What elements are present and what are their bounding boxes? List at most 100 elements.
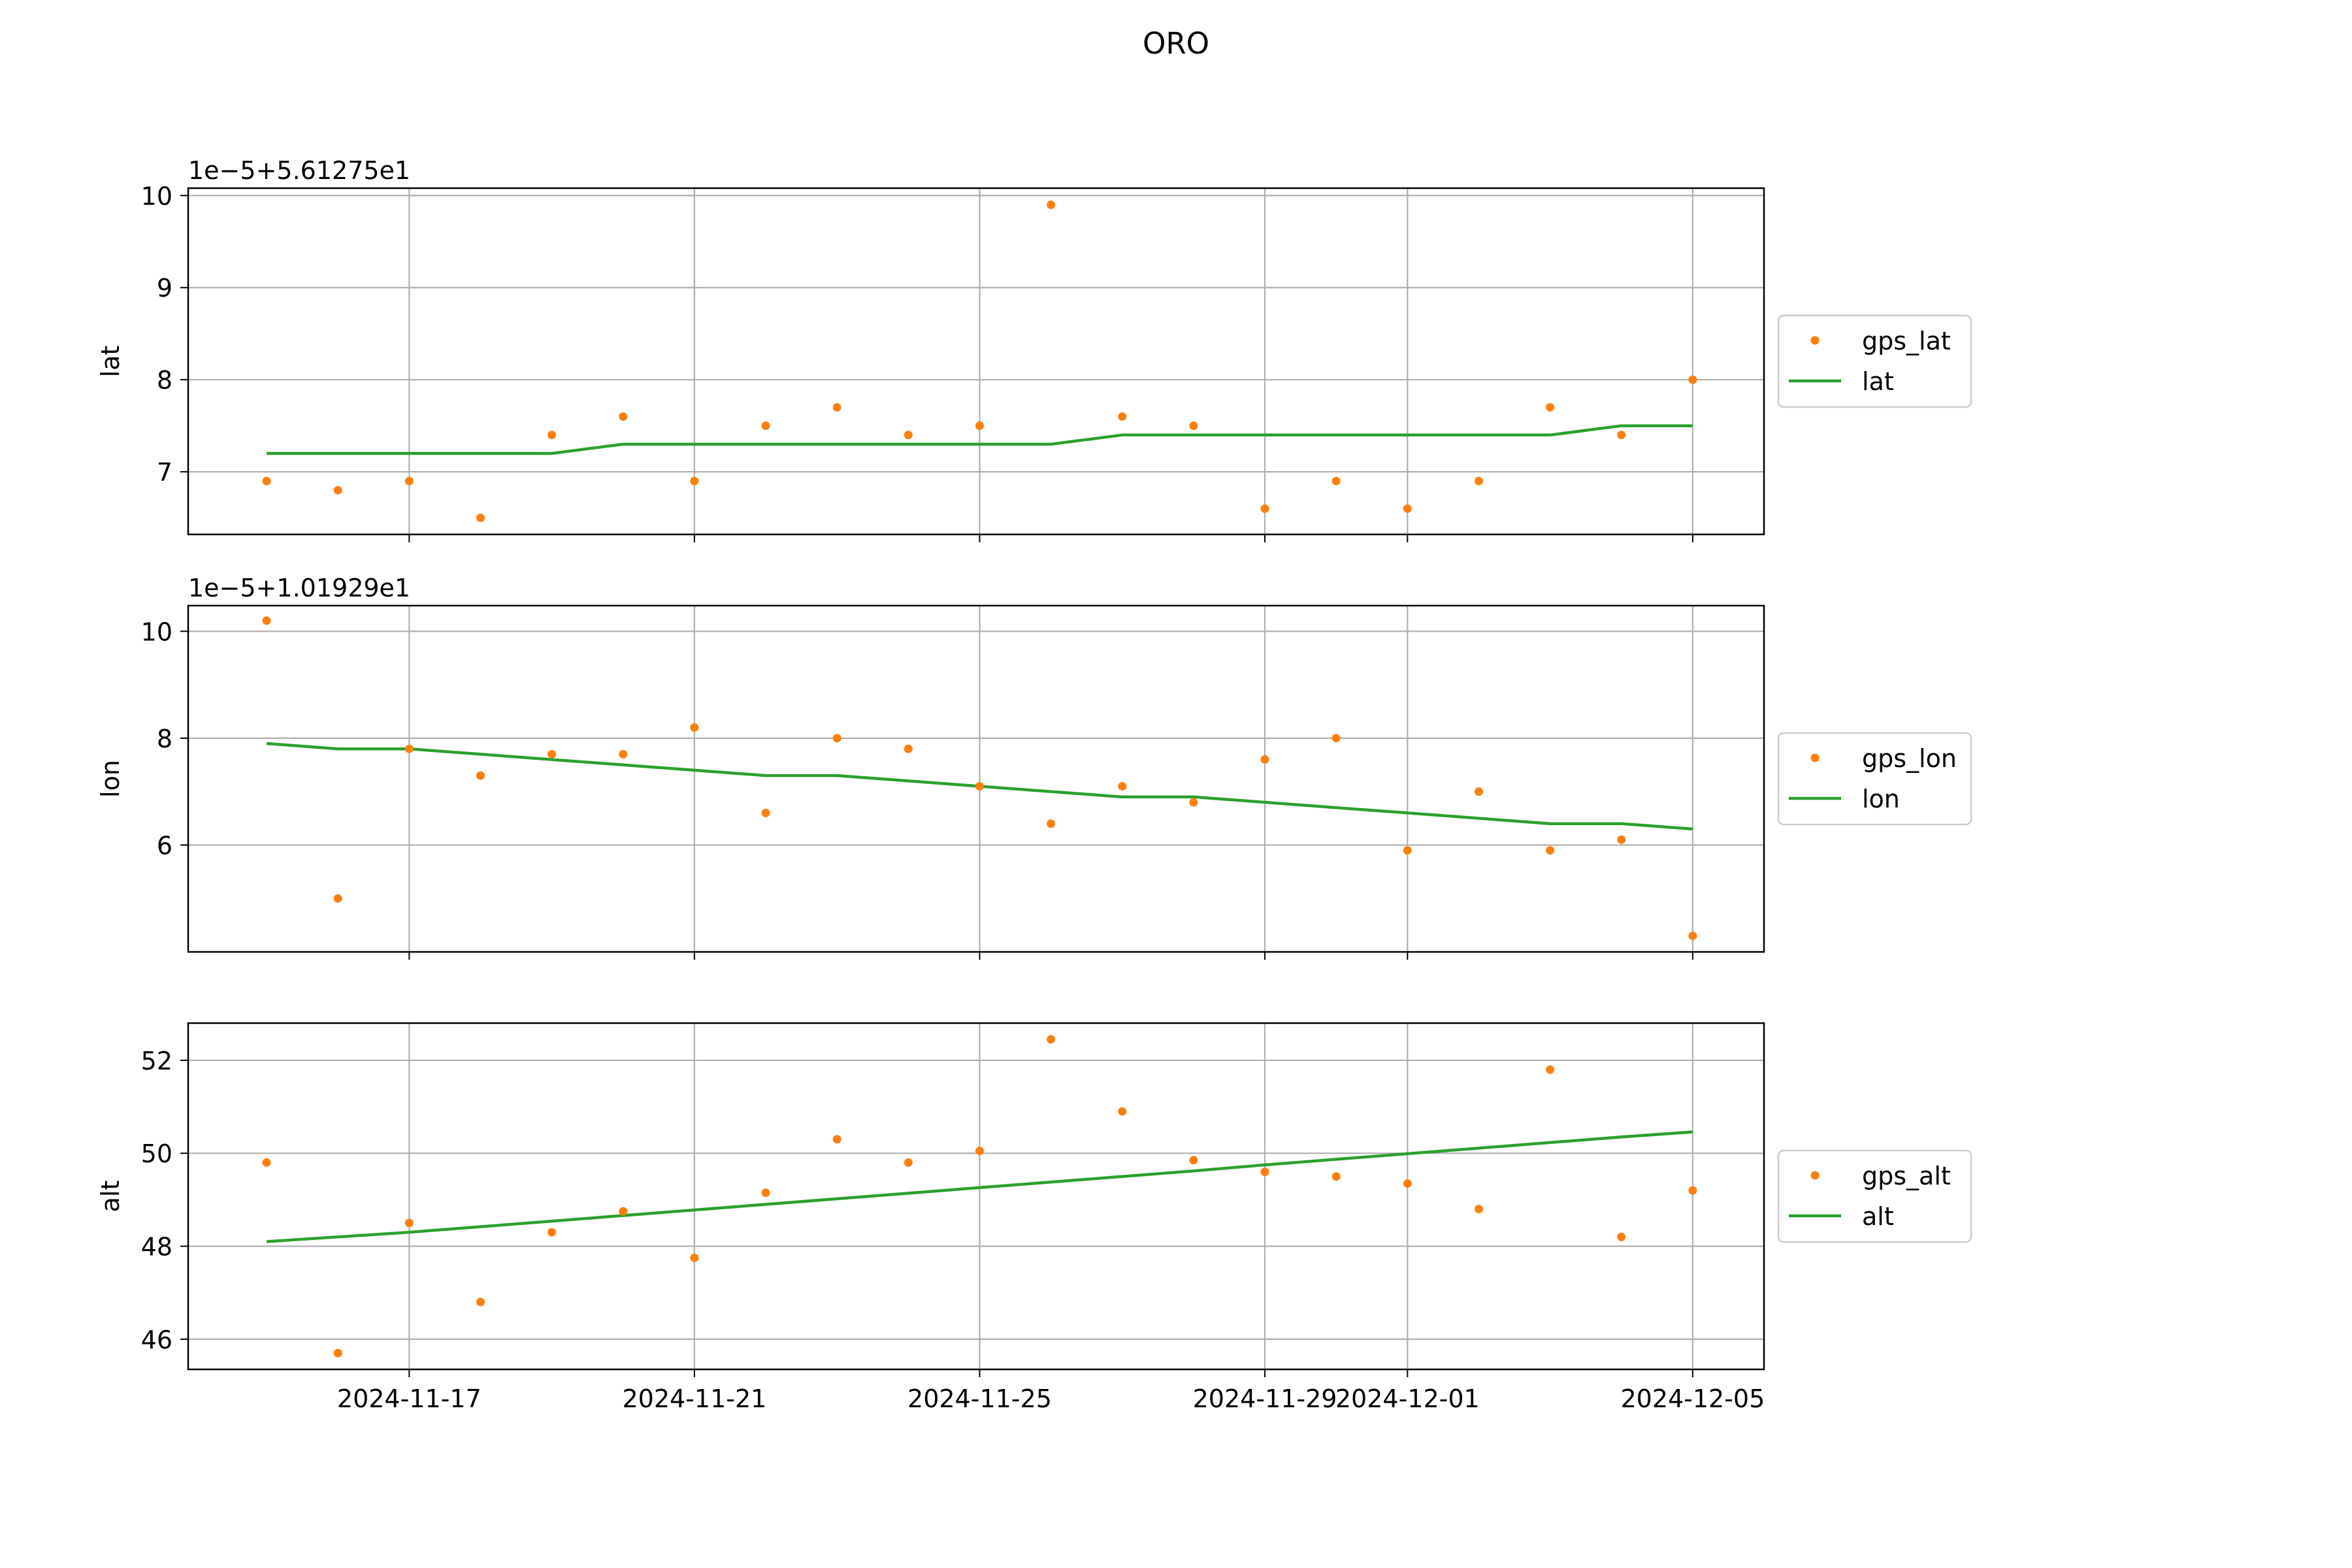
legend-marker-gps_alt: [1810, 1171, 1820, 1180]
legend-label-lat: lat: [1862, 367, 1894, 396]
series-line-alt: [266, 1130, 1693, 1243]
data-point-gps_alt: [1189, 1156, 1198, 1165]
axes-frame: [187, 1022, 1765, 1371]
y-axis-label: alt: [96, 1181, 125, 1213]
legend-label-lon: lon: [1862, 785, 1900, 813]
legend-label-gps_lat: gps_lat: [1862, 327, 1951, 355]
x-tick-label: 2024-11-25: [907, 1384, 1052, 1413]
y-tick-label: 9: [157, 274, 172, 302]
data-point-gps_lat: [904, 431, 913, 440]
data-point-gps_lon: [832, 734, 841, 743]
data-point-gps_lon: [1260, 755, 1269, 764]
offset-label: 1e−5+5.61275e1: [188, 156, 410, 185]
data-point-gps_alt: [1546, 1065, 1555, 1074]
data-point-gps_alt: [1118, 1107, 1127, 1116]
data-point-gps_lon: [690, 723, 699, 732]
data-point-gps_lon: [1189, 798, 1198, 807]
y-tick-label: 50: [141, 1139, 172, 1168]
data-point-gps_lon: [1546, 846, 1555, 855]
data-point-gps_lat: [690, 476, 699, 485]
legend-marker-gps_lat: [1810, 336, 1820, 345]
data-point-gps_lon: [476, 771, 485, 780]
data-point-gps_lon: [404, 744, 414, 753]
data-point-gps_lat: [1474, 476, 1483, 485]
y-tick-label: 10: [141, 182, 172, 210]
y-tick-label: 8: [157, 725, 172, 753]
data-point-gps_alt: [619, 1207, 628, 1216]
data-point-gps_lat: [619, 412, 628, 421]
legend-marker-gps_lon: [1810, 753, 1820, 762]
data-point-gps_lat: [1118, 412, 1127, 421]
legend-frame: [1777, 314, 1972, 408]
data-point-gps_alt: [547, 1228, 557, 1237]
data-point-gps_alt: [1617, 1232, 1626, 1241]
series-line-lat: [267, 424, 1693, 455]
legend-label-gps_lon: gps_lon: [1862, 744, 1957, 773]
y-axis-label: lon: [96, 760, 125, 798]
y-tick-label: 7: [157, 458, 172, 487]
data-point-gps_lat: [832, 402, 841, 412]
data-point-gps_lon: [1474, 787, 1483, 796]
y-axis-label: lat: [96, 346, 125, 378]
legend-frame: [1777, 1149, 1972, 1243]
data-point-gps_alt: [476, 1298, 485, 1307]
data-point-gps_lat: [761, 421, 770, 431]
subplot-alt: 46 48 50 52 2024-11-17 2024-11-21 2024-11-25 20…: [96, 1022, 1972, 1413]
data-point-gps_lon: [333, 894, 342, 903]
data-point-gps_lon: [1331, 734, 1341, 743]
data-point-gps_alt: [690, 1253, 699, 1262]
offset-label: 1e−5+1.01929e1: [188, 574, 410, 602]
data-point-gps_lat: [1688, 375, 1697, 384]
y-tick-label: 52: [141, 1047, 172, 1075]
data-point-gps_lat: [1546, 402, 1555, 412]
data-point-gps_alt: [904, 1158, 913, 1167]
data-point-gps_lon: [761, 808, 770, 817]
data-point-gps_lat: [1047, 200, 1056, 209]
data-point-gps_alt: [1047, 1035, 1056, 1044]
data-point-gps_lat: [1189, 421, 1198, 431]
figure-title: ORO: [1143, 26, 1209, 61]
data-point-gps_alt: [1403, 1179, 1412, 1188]
x-tick-label: 2024-11-29: [1193, 1384, 1337, 1413]
data-point-gps_lat: [333, 485, 342, 495]
y-tick-label: 48: [141, 1232, 172, 1261]
data-point-gps_lat: [1260, 504, 1269, 514]
data-point-gps_lon: [1118, 781, 1127, 791]
data-point-gps_lon: [262, 616, 271, 625]
data-point-gps_lon: [619, 749, 628, 759]
data-point-gps_alt: [1260, 1168, 1269, 1177]
data-point-gps_alt: [975, 1147, 984, 1156]
data-point-gps_lat: [476, 514, 485, 523]
axes-frame: [187, 187, 1765, 536]
data-point-gps_lat: [404, 476, 414, 485]
data-point-gps_lat: [1403, 504, 1412, 514]
data-point-gps_lat: [1617, 431, 1626, 440]
data-point-gps_alt: [333, 1348, 342, 1358]
data-point-gps_alt: [1474, 1205, 1483, 1214]
y-tick-label: 6: [157, 831, 172, 860]
data-point-gps_lon: [904, 744, 913, 753]
data-point-gps_alt: [1331, 1172, 1341, 1181]
data-point-gps_alt: [262, 1158, 271, 1167]
y-tick-label: 46: [141, 1326, 172, 1354]
x-tick-label: 2024-12-01: [1335, 1384, 1480, 1413]
y-tick-label: 10: [141, 617, 172, 646]
data-point-gps_alt: [1688, 1186, 1697, 1195]
x-tick-label: 2024-12-05: [1620, 1384, 1765, 1413]
data-point-gps_lat: [975, 421, 984, 431]
data-point-gps_lon: [1047, 819, 1056, 828]
x-tick-label: 2024-11-17: [337, 1384, 482, 1413]
y-tick-label: 8: [157, 366, 172, 395]
legend-frame: [1777, 732, 1972, 826]
data-point-gps_alt: [404, 1218, 414, 1228]
data-point-gps_lat: [1331, 476, 1341, 485]
data-point-gps_alt: [832, 1135, 841, 1144]
data-point-gps_lon: [975, 781, 984, 791]
